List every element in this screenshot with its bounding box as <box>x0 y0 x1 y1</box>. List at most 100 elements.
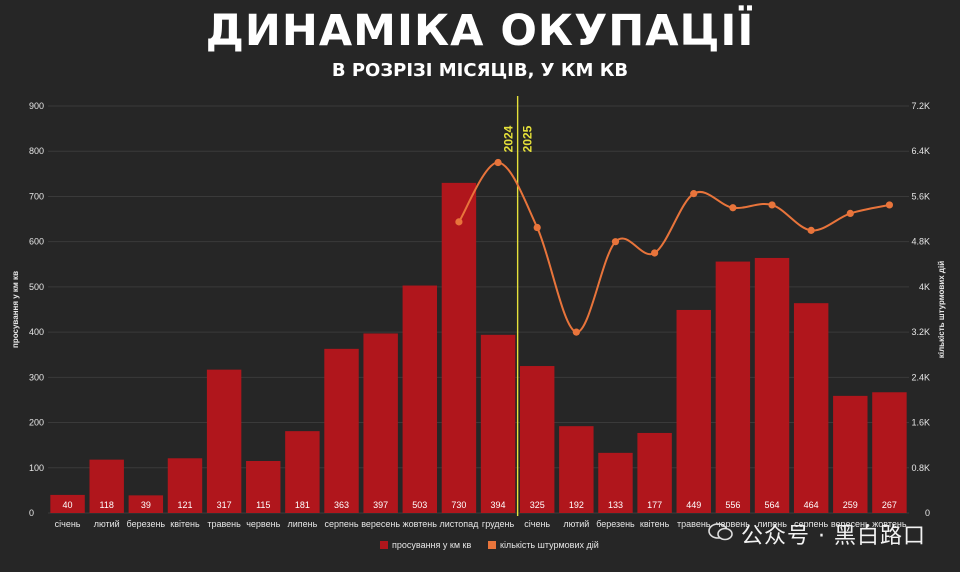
bar <box>872 392 907 513</box>
bar-value-label: 363 <box>334 500 349 510</box>
bar <box>637 432 672 513</box>
bar <box>519 366 555 513</box>
bar <box>246 460 281 513</box>
left-tick-label: 500 <box>29 282 44 292</box>
left-tick-label: 900 <box>29 101 44 111</box>
bar-value-label: 181 <box>295 500 310 510</box>
x-tick-label: червень <box>246 519 280 529</box>
bar <box>441 182 477 513</box>
x-tick-label: серпень <box>794 519 828 529</box>
line-point <box>690 190 698 198</box>
line-point <box>533 223 541 232</box>
chart-title: ДИНАМІКА ОКУПАЦІЇ <box>205 6 755 56</box>
right-tick-label: 4K <box>919 282 930 292</box>
chart-subtitle: В РОЗРІЗІ МІСЯЦІВ, У КМ КВ <box>331 60 629 81</box>
bar-value-label: 503 <box>412 500 427 510</box>
bar-value-label: 564 <box>765 500 780 510</box>
line-point <box>768 201 776 209</box>
bar-value-label: 267 <box>882 500 897 510</box>
bar-value-label: 556 <box>725 500 740 510</box>
x-tick-label: серпень <box>324 519 358 529</box>
left-tick-label: 400 <box>29 327 44 337</box>
watermark-text: 公众号 · 黑白路口 <box>741 524 926 549</box>
line-point <box>494 158 502 167</box>
left-tick-label: 600 <box>29 237 44 247</box>
x-tick-label: липень <box>287 519 317 529</box>
bar-value-label: 449 <box>686 500 701 510</box>
bar-value-label: 192 <box>569 500 584 510</box>
x-tick-label: лютий <box>563 519 589 529</box>
x-tick-label: січень <box>524 519 550 529</box>
x-tick-label: березень <box>127 519 166 529</box>
line-point <box>846 209 854 218</box>
bar <box>50 494 85 513</box>
bar <box>715 261 751 513</box>
bar <box>402 285 438 513</box>
right-tick-label: 0.8K <box>911 463 930 473</box>
x-tick-label: травень <box>677 519 711 529</box>
legend-label-line: кількість штурмових дій <box>500 540 599 550</box>
bar <box>89 459 124 513</box>
bar-value-label: 115 <box>256 500 270 510</box>
left-tick-label: 200 <box>29 418 44 428</box>
bar-value-label: 325 <box>530 500 545 510</box>
bar-value-label: 730 <box>451 500 466 510</box>
x-tick-label: червень <box>716 519 750 529</box>
bar-value-label: 121 <box>177 500 192 510</box>
right-tick-label: 6.4K <box>911 146 930 156</box>
bar-value-label: 40 <box>63 500 73 510</box>
legend-swatch-bars <box>380 541 388 549</box>
year-label-2025: 2025 <box>521 125 535 152</box>
bar-value-label: 118 <box>100 500 114 510</box>
bar <box>480 334 516 513</box>
y-axis-right-title: кількість штурмових дій <box>937 261 946 358</box>
x-tick-label: лютий <box>94 519 120 529</box>
bar <box>833 395 868 513</box>
bar <box>206 369 242 513</box>
legend-swatch-line <box>488 541 496 549</box>
legend-label-bars: просування у км кв <box>392 540 471 550</box>
x-tick-label: квітень <box>170 519 200 529</box>
y-axis-left-title: просування у км кв <box>11 271 20 348</box>
bar-value-label: 133 <box>608 500 623 510</box>
x-tick-label: вересень <box>831 519 870 529</box>
bar <box>167 458 203 513</box>
bar <box>128 495 164 513</box>
right-tick-label: 5.6K <box>911 191 930 201</box>
right-tick-label: 1.6K <box>911 418 930 428</box>
bar <box>285 431 320 513</box>
x-tick-label: вересень <box>361 519 400 529</box>
wechat-icon <box>708 523 733 541</box>
bar-value-label: 397 <box>373 500 388 510</box>
bar-value-label: 317 <box>217 500 232 510</box>
left-tick-label: 100 <box>29 463 44 473</box>
left-tick-label: 0 <box>29 508 34 518</box>
bar-value-label: 259 <box>843 500 858 510</box>
right-tick-label: 4.8K <box>911 237 930 247</box>
bar <box>559 426 594 513</box>
bar-value-label: 464 <box>804 500 819 510</box>
line-point <box>807 226 815 234</box>
x-tick-label: липень <box>757 519 787 529</box>
right-tick-label: 3.2K <box>911 327 930 337</box>
line-point <box>885 201 894 209</box>
bar <box>793 303 829 513</box>
bar <box>598 452 633 513</box>
x-tick-label: січень <box>55 519 81 529</box>
line-point <box>611 238 620 246</box>
x-tick-label: грудень <box>482 519 515 529</box>
bar-value-label: 394 <box>491 500 506 510</box>
bar-value-label: 177 <box>647 500 662 510</box>
left-tick-label: 700 <box>29 191 44 201</box>
line-point <box>455 218 463 226</box>
right-tick-label: 7.2K <box>911 101 930 111</box>
x-tick-label: жовтень <box>872 519 907 529</box>
x-tick-label: листопад <box>439 519 479 529</box>
year-label-2024: 2024 <box>502 125 516 152</box>
right-tick-label: 0 <box>925 508 930 518</box>
left-tick-label: 800 <box>29 146 44 156</box>
x-tick-label: жовтень <box>403 519 438 529</box>
bar <box>324 348 359 513</box>
bar-value-label: 39 <box>141 500 151 510</box>
